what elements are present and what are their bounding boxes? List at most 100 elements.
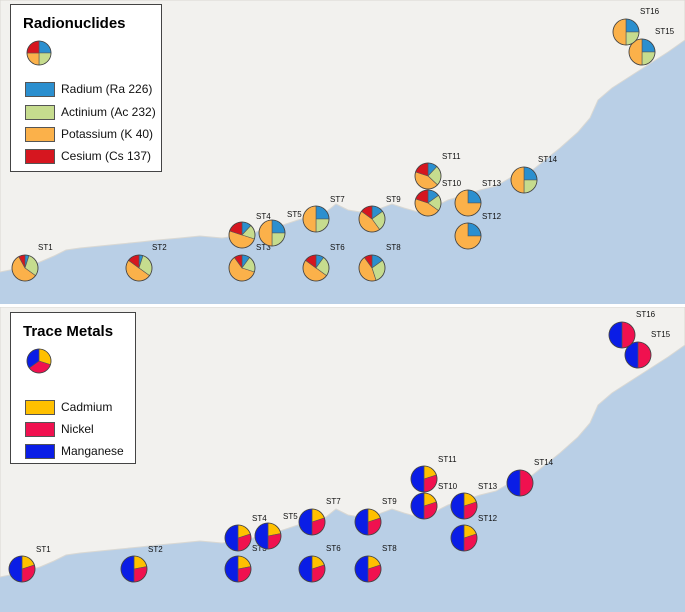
legend-label: Potassium (K 40) [61, 127, 154, 141]
pie-outline [358, 205, 386, 233]
station-label: ST5 [287, 210, 302, 219]
trace-metal-pie-st14 [506, 469, 534, 497]
pie-outline [26, 348, 52, 374]
station-label: ST9 [386, 195, 401, 204]
swatch-manganese [25, 443, 55, 459]
station-label: ST15 [655, 27, 675, 36]
station-label: ST4 [256, 212, 271, 221]
station-label: ST4 [252, 514, 267, 523]
trace-metal-pie-st7 [298, 508, 326, 536]
legend-item-manganese: Manganese [25, 443, 124, 459]
legend-title: Radionuclides [23, 15, 126, 32]
radionuclides-legend: Radionuclides Radium (Ra 226) Actinium (… [10, 4, 162, 172]
station-label: ST6 [326, 544, 341, 553]
legend-pie-trace-metals [26, 348, 52, 374]
pie-outline [125, 254, 153, 282]
legend-label: Manganese [61, 444, 124, 458]
legend-item-cadmium: Cadmium [25, 399, 112, 415]
station-label: ST2 [148, 545, 163, 554]
pie-outline [450, 492, 478, 520]
radionuclide-pie-st9 [358, 205, 386, 233]
station-label: ST10 [442, 179, 462, 188]
pie-outline [354, 508, 382, 536]
swatch-cadmium [25, 399, 55, 415]
legend-label: Cadmium [61, 400, 113, 414]
radionuclide-pie-st12 [454, 222, 482, 250]
legend-item-radium: Radium (Ra 226) [25, 81, 152, 97]
radionuclide-pie-st1 [11, 254, 39, 282]
legend-label: Cesium (Cs 137) [61, 149, 152, 163]
station-label: ST11 [438, 455, 457, 464]
trace-metal-pie-st9 [354, 508, 382, 536]
legend-title: Trace Metals [23, 323, 114, 340]
swatch-cesium [25, 148, 55, 164]
radionuclide-pie-st8 [358, 254, 386, 282]
station-label: ST7 [330, 195, 345, 204]
radionuclide-pie-st7 [302, 205, 330, 233]
pie-outline [608, 321, 636, 349]
radionuclide-pie-st4 [228, 221, 256, 249]
swatch-potassium [25, 126, 55, 142]
pie-outline [628, 38, 656, 66]
station-label: ST10 [438, 482, 458, 491]
station-label: ST11 [442, 152, 461, 161]
pie-outline [254, 522, 282, 550]
radionuclide-pie-st5 [258, 219, 286, 247]
pie-outline [8, 555, 36, 583]
swatch-nickel [25, 421, 55, 437]
trace-metals-pie-symbol [26, 348, 52, 374]
pie-outline [228, 221, 256, 249]
pie-outline [120, 555, 148, 583]
station-label: ST14 [534, 458, 554, 467]
legend-item-cesium: Cesium (Cs 137) [25, 148, 151, 164]
pie-outline [298, 555, 326, 583]
radionuclide-pie-st13 [454, 189, 482, 217]
station-label: ST15 [651, 330, 671, 339]
trace-metal-pie-st3 [224, 555, 252, 583]
pie-outline [410, 492, 438, 520]
pie-outline [414, 189, 442, 217]
station-label: ST8 [386, 243, 401, 252]
station-label: ST6 [330, 243, 345, 252]
coastline-land [0, 0, 685, 273]
pie-outline [302, 205, 330, 233]
station-label: ST2 [152, 243, 167, 252]
station-label: ST1 [36, 545, 51, 554]
trace-metal-pie-st13 [450, 492, 478, 520]
pie-outline [11, 254, 39, 282]
station-label: ST9 [382, 497, 397, 506]
pie-outline [454, 222, 482, 250]
pie-outline [450, 524, 478, 552]
pie-outline [26, 40, 52, 66]
station-label: ST1 [38, 243, 53, 252]
radionuclide-pie-st2 [125, 254, 153, 282]
legend-label: Radium (Ra 226) [61, 82, 153, 96]
pie-outline [354, 555, 382, 583]
radionuclide-pie-st3 [228, 254, 256, 282]
trace-metal-pie-st12 [450, 524, 478, 552]
legend-item-nickel: Nickel [25, 421, 94, 437]
pie-outline [454, 189, 482, 217]
trace-metal-pie-st16 [608, 321, 636, 349]
station-label: ST12 [478, 514, 498, 523]
trace-metal-pie-st8 [354, 555, 382, 583]
trace-metal-pie-st2 [120, 555, 148, 583]
swatch-actinium [25, 104, 55, 120]
radionuclide-pie-st6 [302, 254, 330, 282]
radionuclide-pie-st16 [612, 18, 640, 46]
pie-outline [506, 469, 534, 497]
pie-outline [224, 524, 252, 552]
station-label: ST3 [256, 243, 271, 252]
radionuclides-map-panel: ST1 ST2 ST3 ST4 ST5 ST6 ST7 ST8 ST9 ST10 ST11 ST12 S… [0, 0, 685, 304]
radionuclide-pie-st11 [414, 162, 442, 190]
swatch-radium [25, 81, 55, 97]
legend-pie-radionuclides [26, 40, 52, 66]
trace-metal-pie-st15 [624, 341, 652, 369]
pie-outline [302, 254, 330, 282]
radionuclide-pie-st15 [628, 38, 656, 66]
trace-metal-pie-st11 [410, 465, 438, 493]
pie-outline [410, 465, 438, 493]
trace-metal-pie-st6 [298, 555, 326, 583]
station-label: ST13 [478, 482, 498, 491]
